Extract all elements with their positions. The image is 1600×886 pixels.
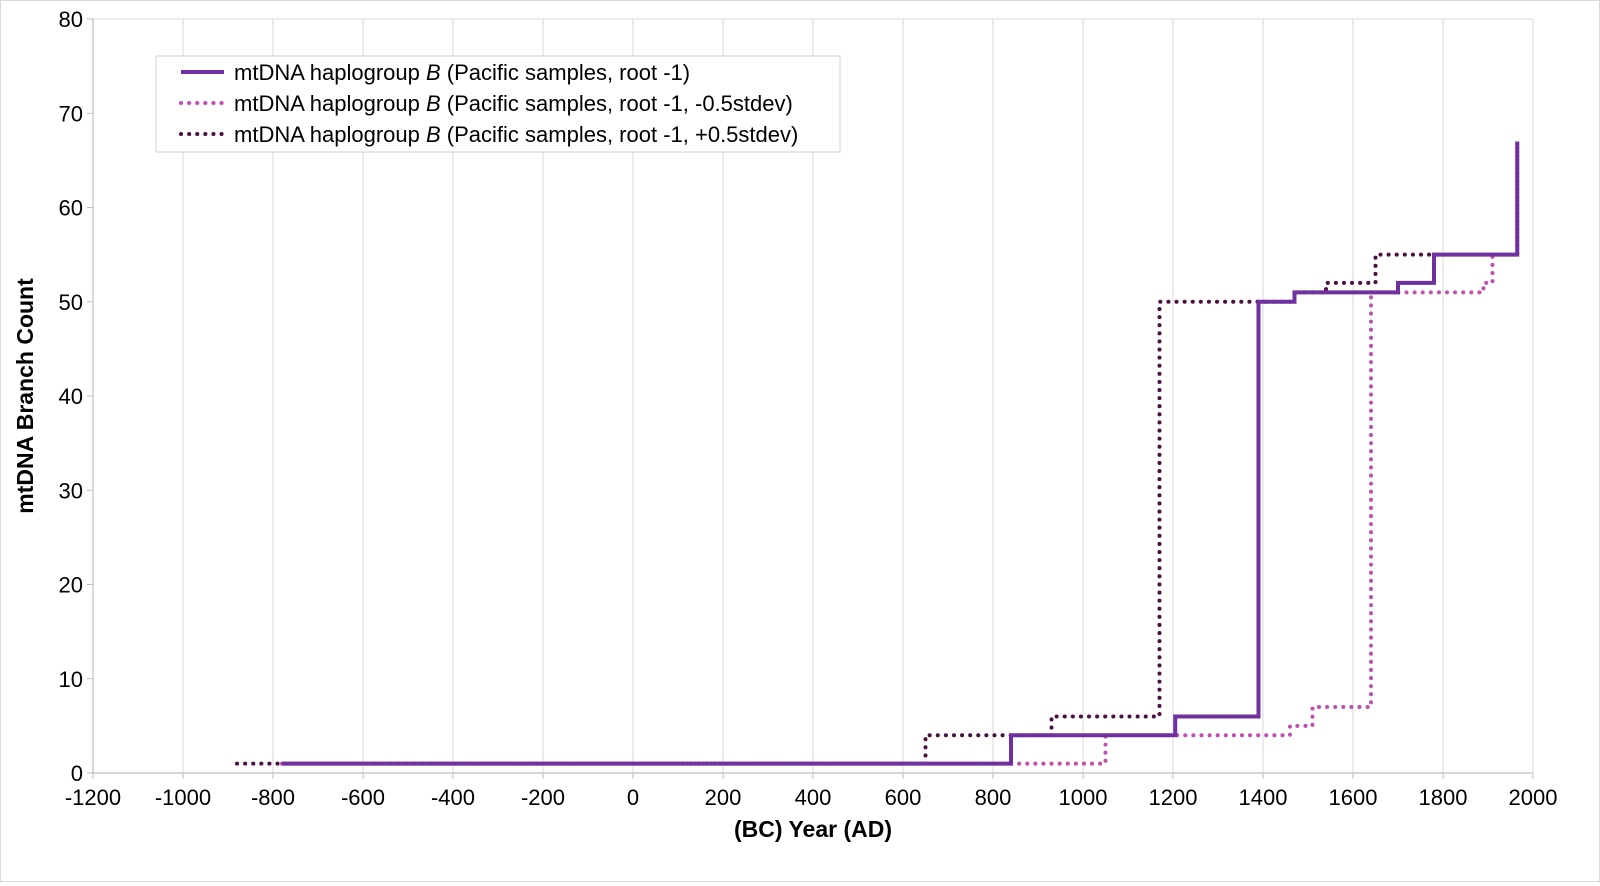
x-tick-label: -800 [251, 785, 295, 810]
y-tick-label: 50 [59, 290, 83, 315]
x-tick-label: -600 [341, 785, 385, 810]
series-lines [235, 139, 1520, 766]
x-axis-ticks: -1200 -1000 -800 -600 -400 -200 0 200 400 600 800 1… [65, 773, 1558, 810]
y-tick-label: 0 [71, 761, 83, 786]
x-tick-label: -400 [431, 785, 475, 810]
x-axis-title: (BC) Year (AD) [734, 816, 892, 842]
series-line-3 [235, 139, 1520, 766]
legend-box [155, 55, 841, 153]
y-axis-ticks: 0 10 20 30 40 50 60 70 80 [59, 7, 93, 786]
x-tick-label: 400 [795, 785, 832, 810]
x-tick-label: 1800 [1419, 785, 1468, 810]
legend-label-3: mtDNA haplogroup B (Pacific samples, roo… [234, 122, 798, 147]
x-tick-label: 800 [975, 785, 1012, 810]
y-tick-label: 80 [59, 7, 83, 32]
x-tick-label: 0 [627, 785, 639, 810]
x-tick-label: 1200 [1149, 785, 1198, 810]
x-tick-label: 600 [885, 785, 922, 810]
legend-label-2: mtDNA haplogroup B (Pacific samples, roo… [234, 91, 793, 116]
x-tick-label: 1400 [1239, 785, 1288, 810]
y-tick-label: 70 [59, 101, 83, 126]
y-tick-label: 40 [59, 384, 83, 409]
series-line-2 [280, 139, 1520, 766]
y-tick-label: 10 [59, 667, 83, 692]
x-tick-label: 1000 [1059, 785, 1108, 810]
y-tick-label: 20 [59, 573, 83, 598]
y-axis-title: mtDNA Branch Count [12, 278, 38, 514]
x-tick-label: 1600 [1329, 785, 1378, 810]
y-tick-label: 60 [59, 196, 83, 221]
x-tick-label: 200 [705, 785, 742, 810]
legend: mtDNA haplogroup B (Pacific samples, roo… [155, 55, 841, 153]
legend-label-1: mtDNA haplogroup B (Pacific samples, roo… [234, 60, 690, 85]
y-tick-label: 30 [59, 478, 83, 503]
series-line-1 [282, 141, 1520, 766]
x-tick-label: -200 [521, 785, 565, 810]
x-tick-label: -1000 [155, 785, 211, 810]
x-tick-label: 2000 [1509, 785, 1558, 810]
x-tick-label: -1200 [65, 785, 121, 810]
